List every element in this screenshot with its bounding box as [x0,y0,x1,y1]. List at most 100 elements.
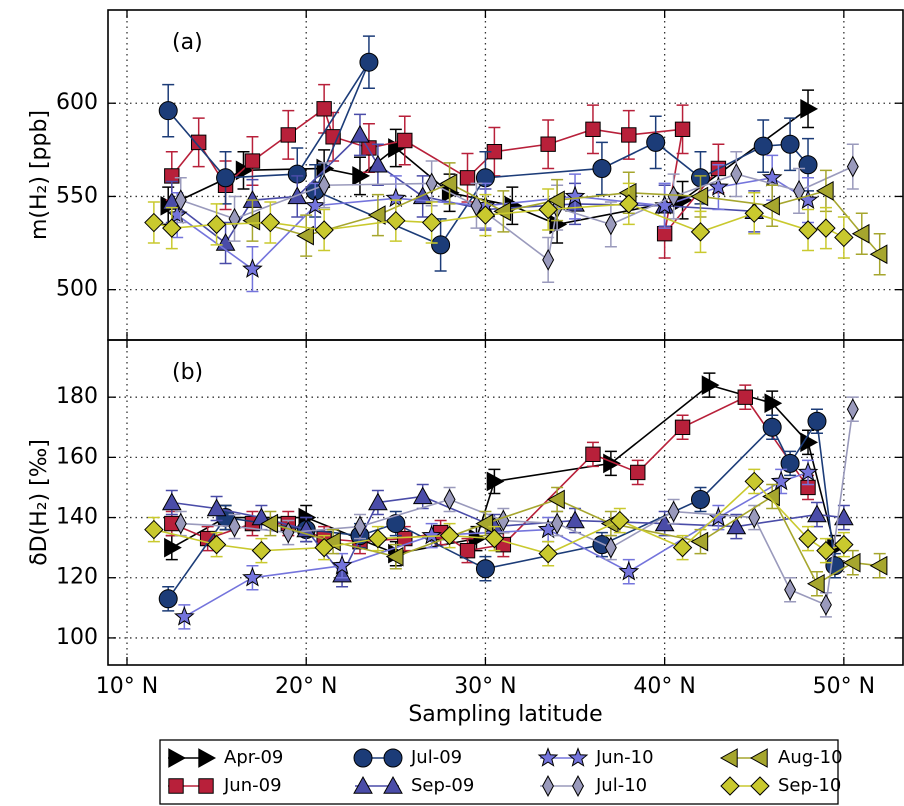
legend-label: Sep-09 [411,775,474,796]
marker [542,248,555,271]
marker [296,225,314,246]
marker [630,464,646,481]
marker [538,199,558,220]
marker [834,507,854,526]
marker [484,528,505,549]
legend-marker [353,775,373,794]
panel-label: (a) [172,30,203,55]
y-tick-label: 120 [56,565,98,590]
marker [228,515,241,538]
marker [708,176,729,196]
marker [459,542,476,559]
marker [314,220,334,240]
marker [547,190,565,211]
legend-label: Jul-09 [410,747,462,768]
marker [604,213,617,236]
marker [538,543,558,564]
marker [164,537,182,558]
x-tick-label: 10° N [96,674,158,699]
marker [385,546,404,567]
marker [421,212,442,233]
marker [869,555,888,576]
marker [674,121,691,138]
legend-marker [537,747,559,767]
marker [846,155,859,178]
marker [228,207,241,230]
marker [846,398,859,421]
marker [701,375,720,395]
marker [331,554,353,575]
marker [162,218,182,238]
marker [174,606,195,626]
marker [497,509,510,532]
series-line [176,176,809,271]
legend-marker [198,778,214,794]
marker [475,559,495,579]
marker [565,510,585,529]
marker [748,506,761,529]
marker [386,210,406,231]
marker [726,516,747,535]
marker [547,489,565,510]
marker [431,235,451,255]
marker [610,510,630,531]
panel-label: (b) [172,360,203,385]
marker [807,411,827,431]
legend-marker [749,748,768,768]
legend-marker [750,776,770,796]
marker [654,513,675,532]
marker [280,127,296,143]
marker [164,168,180,184]
x-tick-label: 40° N [633,674,695,699]
legend-marker [567,747,589,767]
series-line [167,418,836,600]
marker [206,534,227,555]
marker [780,453,800,473]
marker [690,489,710,509]
marker [753,136,773,156]
legend-marker [383,748,403,768]
legend-label: Jun-10 [595,747,654,768]
marker [161,492,182,511]
y-tick-label: 600 [56,90,98,115]
marker [260,513,279,534]
marker [621,127,637,143]
marker [807,504,827,523]
legend-marker [383,775,403,794]
marker [386,514,406,534]
marker [368,528,388,549]
marker [486,143,503,160]
marker [798,528,818,549]
plot-area [144,372,888,630]
marker [816,218,836,238]
marker [762,486,780,507]
marker [619,194,639,214]
marker [592,158,612,178]
legend-marker [168,748,187,768]
marker [244,153,261,169]
marker [251,540,272,561]
marker [585,446,601,463]
series-line [167,108,809,226]
marker [761,166,783,187]
marker [540,136,556,152]
marker [780,134,800,154]
marker [475,168,495,188]
marker [834,534,854,555]
marker [287,164,307,184]
marker [851,223,870,244]
y-axis-label: m(H₂) [ppb] [27,110,52,240]
marker [421,524,442,545]
marker [842,552,861,573]
marker [564,185,586,206]
legend-marker [353,748,373,768]
legend-marker [168,778,184,794]
legend-label: Sep-10 [778,775,841,796]
marker [800,432,819,453]
marker [764,393,783,414]
marker [439,525,460,546]
marker [784,578,797,601]
marker [174,189,187,212]
marker [819,593,832,616]
marker [174,512,187,535]
